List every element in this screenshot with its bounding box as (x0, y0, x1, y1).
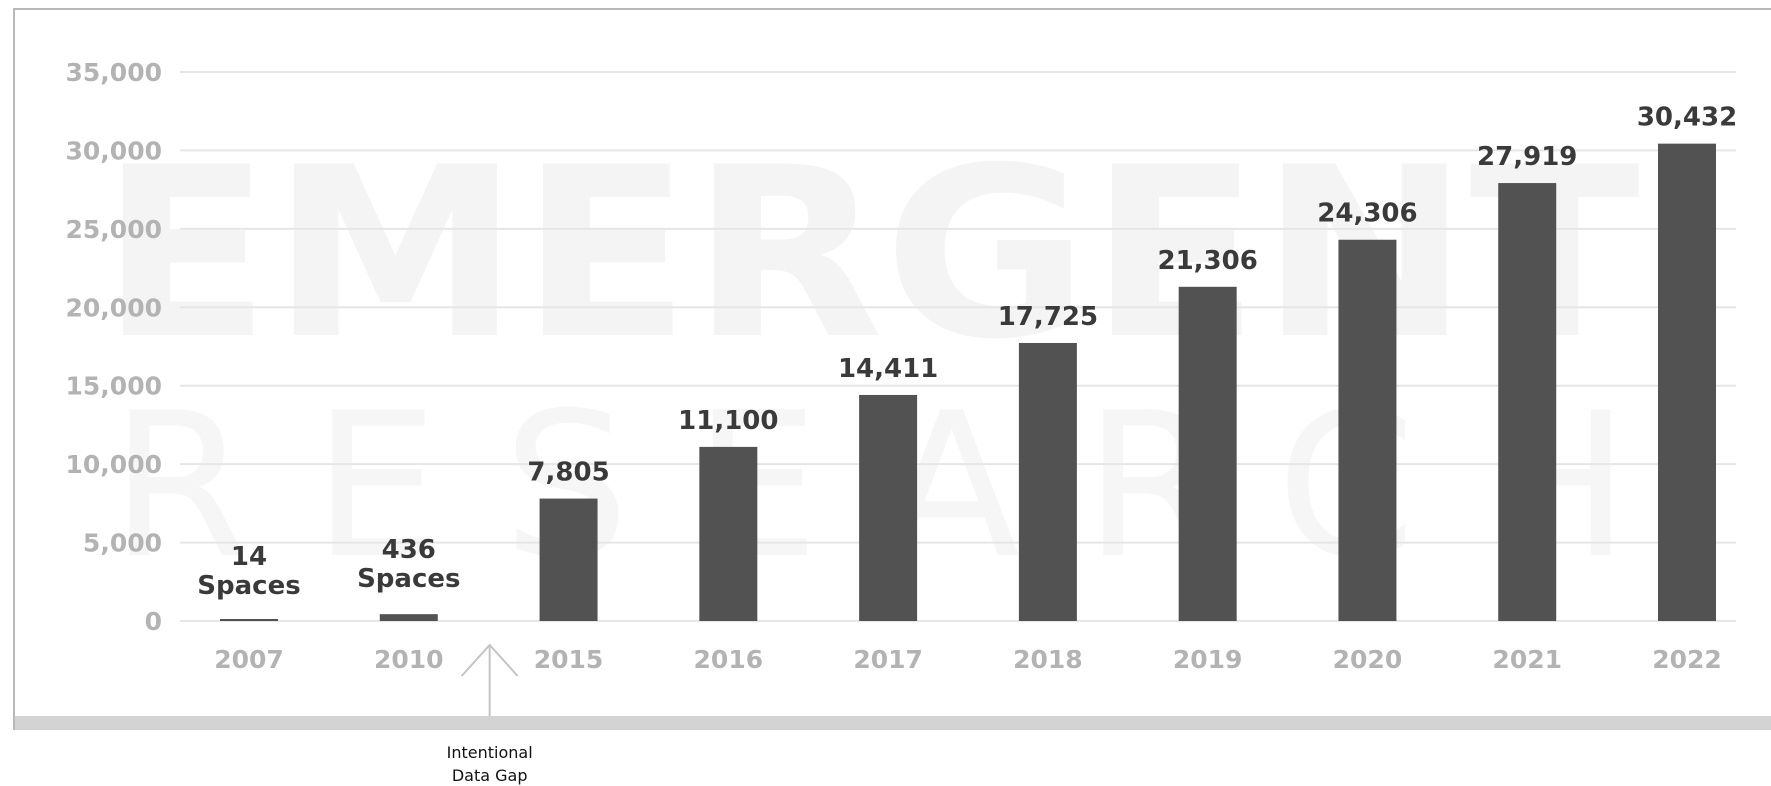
y-tick-label: 25,000 (66, 215, 162, 244)
y-tick-label: 5,000 (83, 529, 162, 558)
x-axis: 2007 2010 2015 2016 2017 2018 2019 2020 2021 2022 (214, 645, 1722, 674)
y-tick-label: 0 (145, 607, 162, 636)
bar (1178, 286, 1237, 621)
data-label: 30,432 (1637, 103, 1737, 133)
data-gap-annotation: Intentional Data Gap (447, 643, 533, 785)
x-tick-label: 2021 (1492, 645, 1562, 674)
x-tick-label: 2022 (1652, 645, 1722, 674)
gridlines (180, 71, 1736, 622)
data-label: 11,100 (678, 406, 778, 436)
data-label: 27,919 (1477, 142, 1577, 172)
data-label: Spaces (197, 571, 300, 601)
x-tick-label: 2015 (534, 645, 604, 674)
bar (220, 619, 278, 621)
x-tick-label: 2020 (1333, 645, 1403, 674)
bars (220, 143, 1716, 621)
bottom-band (15, 716, 1771, 730)
x-tick-label: 2017 (853, 645, 923, 674)
bar (539, 498, 598, 621)
x-tick-label: 2019 (1173, 645, 1243, 674)
y-tick-label: 20,000 (66, 293, 162, 322)
data-label: 21,306 (1157, 246, 1257, 276)
y-tick-label: 15,000 (66, 372, 162, 401)
y-tick-label: 30,000 (66, 136, 162, 165)
watermark-line-1: EMERGENT (100, 118, 1640, 391)
x-tick-label: 2007 (214, 645, 284, 674)
bar (1658, 143, 1716, 621)
data-label: 14 (231, 542, 267, 572)
gap-annotation-line-2: Data Gap (452, 766, 528, 785)
gap-arrowhead-icon (460, 643, 519, 677)
bar (699, 446, 758, 621)
data-label: 24,306 (1317, 199, 1417, 229)
bar (379, 614, 438, 621)
data-label: 17,725 (998, 302, 1098, 332)
x-tick-label: 2018 (1013, 645, 1083, 674)
data-label: 14,411 (838, 354, 938, 384)
data-label: 436 (382, 535, 436, 565)
bar (1018, 342, 1077, 621)
x-tick-label: 2016 (694, 645, 764, 674)
data-label: 7,805 (527, 458, 609, 488)
y-axis: 0 5,000 10,000 15,000 20,000 25,000 30,000 35,0… (66, 58, 162, 636)
y-tick-label: 35,000 (66, 58, 162, 87)
data-label: Spaces (357, 564, 460, 594)
bar (1338, 239, 1397, 621)
data-labels: 14Spaces436Spaces7,80511,10014,41117,725… (197, 103, 1737, 601)
bar (1498, 183, 1557, 621)
gap-annotation-line-1: Intentional (447, 743, 533, 762)
bar (859, 394, 918, 621)
x-tick-label: 2010 (374, 645, 444, 674)
y-tick-label: 10,000 (66, 450, 162, 479)
